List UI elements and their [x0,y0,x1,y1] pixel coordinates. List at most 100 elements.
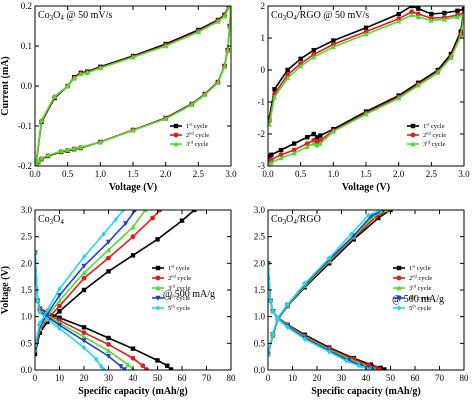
data-point [349,231,354,237]
y-tick-label: 0.5 [21,338,33,348]
legend-entry: 1st cycle [186,122,208,131]
legend-sup: nd [412,274,417,279]
legend-entry: 2nd cycle [423,131,446,140]
data-point [140,363,146,369]
data-point [81,263,87,269]
x-tick-label: 1.5 [360,169,372,179]
data-point [155,237,160,242]
legend-num: 5 [409,305,412,312]
series-line [268,210,384,355]
data-point [311,138,317,143]
data-point [81,275,87,281]
legend-entry: 3rd cycle [186,140,208,149]
x-tick-label: 70 [435,373,445,383]
legend-entry: 4th cycle [409,294,431,303]
data-point [278,155,284,161]
data-point [121,367,128,370]
data-point [113,216,119,223]
data-point [311,47,316,53]
legend-num: 5 [168,305,171,312]
data-point [327,349,332,355]
data-point [105,353,112,359]
data-point [311,140,317,146]
data-point [130,127,136,133]
y-tick-label: 2 [261,1,266,11]
data-point [37,309,43,316]
y-tick-label: 0.0 [254,365,266,375]
legend-rest: cycle [430,141,445,148]
legend-sup: nd [171,274,176,279]
data-point [35,161,39,166]
legend-rest: cycle [175,305,190,312]
x-tick-label: 0.0 [262,169,274,179]
legend-num: 3 [409,285,412,292]
data-point [458,33,464,39]
x-tick-label: 0.5 [62,169,74,179]
series-line [35,210,195,355]
legend-num: 2 [168,275,171,282]
series-5th-cycle [35,210,126,370]
data-point [105,239,112,245]
legend-num: 1 [168,265,171,272]
data-point [278,152,284,158]
legend-swatch-marker [396,285,402,291]
data-point [285,75,291,81]
data-point [81,270,87,276]
title-subscript: 3 [283,14,287,22]
legend-swatch-marker [410,132,416,138]
series-line [268,210,391,355]
rate-annotation: @ 500 mA/g [163,289,215,300]
y-tick-label: 2.5 [254,232,266,242]
x-tick-label: 60 [411,373,421,383]
y-tick-label: 1 [261,33,266,43]
data-point [461,7,464,12]
data-point [330,128,336,134]
legend-swatch-marker [410,123,416,129]
data-point [57,325,62,332]
data-point [163,43,169,49]
series-line [35,210,146,350]
x-tick-label: 0.5 [295,169,307,179]
data-point [285,301,290,308]
y-tick-label: -0.2 [18,161,32,171]
x-tick-label: 2.5 [426,169,438,179]
data-point [302,336,307,342]
x-tick-label: 10 [55,373,65,383]
data-point [157,210,163,213]
data-point [105,348,112,353]
data-point [318,133,323,138]
y-tick-label: 0.2 [21,1,32,11]
legend-num: 2 [409,275,412,282]
legend-rest: cycle [429,123,444,130]
data-point [192,210,197,213]
data-point [221,13,228,19]
legend-rest: cycle [415,265,430,272]
legend-swatch-marker [396,305,402,311]
data-point [81,287,87,293]
x-tick-label: 50 [153,373,163,383]
data-point [291,147,297,153]
legend-sup: th [171,304,175,309]
legend-swatch-marker [173,132,179,138]
data-point [97,65,103,71]
data-point [291,141,297,146]
legend-num: 1 [186,123,189,130]
title-subscript: 4 [60,14,64,22]
data-point [195,29,201,35]
data-point [409,9,415,15]
title-subscript: 3 [50,14,54,22]
legend-swatch-marker [155,265,161,271]
data-point [168,367,174,370]
data-point [363,31,369,37]
data-point [98,363,104,370]
data-point [268,154,272,159]
data-point [302,280,307,287]
data-point [35,343,38,349]
legend-entry: 4th cycle [168,294,190,303]
title-subscript: 4 [60,218,64,226]
plot-area [35,6,231,166]
data-point [155,358,160,363]
data-point [58,148,64,154]
